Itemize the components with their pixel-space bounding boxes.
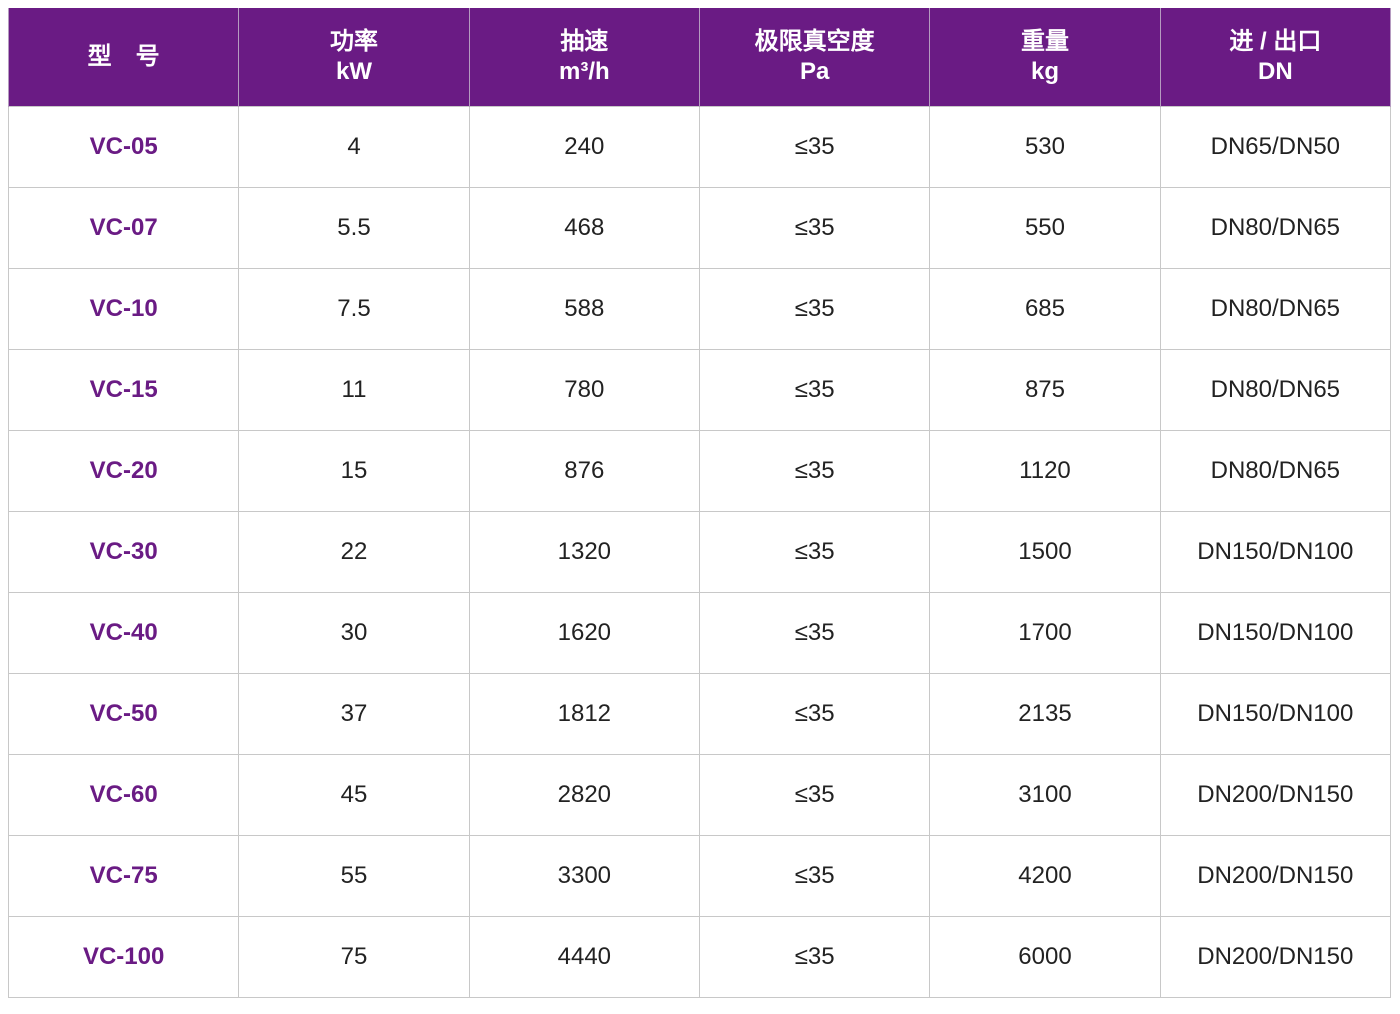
value-cell: ≤35 bbox=[698, 754, 931, 836]
value-cell: 588 bbox=[468, 268, 700, 350]
value-cell: 55 bbox=[238, 835, 470, 917]
value-cell: 876 bbox=[468, 430, 700, 512]
value-cell: 3300 bbox=[468, 835, 700, 917]
model-cell: VC-07 bbox=[7, 187, 240, 269]
header-cell: 重量 kg bbox=[929, 8, 1161, 107]
model-cell: VC-50 bbox=[7, 673, 240, 755]
value-cell: 530 bbox=[929, 106, 1161, 188]
value-cell: DN80/DN65 bbox=[1159, 430, 1392, 512]
value-cell: DN80/DN65 bbox=[1159, 187, 1392, 269]
value-cell: 4440 bbox=[468, 916, 700, 998]
value-cell: 875 bbox=[929, 349, 1161, 431]
header-text: m³/h bbox=[558, 58, 610, 85]
value-cell: 75 bbox=[238, 916, 470, 998]
header-cell: 型 号 bbox=[7, 8, 240, 107]
table-row: VC-50 37 1812 ≤35 2135 DN150/DN100 bbox=[7, 673, 1392, 755]
value-cell: 240 bbox=[468, 106, 700, 188]
header-text: 极限真空度 bbox=[754, 28, 875, 55]
value-cell: 1620 bbox=[468, 592, 700, 674]
table-row: VC-60 45 2820 ≤35 3100 DN200/DN150 bbox=[7, 754, 1392, 836]
value-cell: ≤35 bbox=[698, 673, 931, 755]
model-cell: VC-10 bbox=[7, 268, 240, 350]
model-cell: VC-75 bbox=[7, 835, 240, 917]
table-row: VC-15 11 780 ≤35 875 DN80/DN65 bbox=[7, 349, 1392, 431]
value-cell: 550 bbox=[929, 187, 1161, 269]
value-cell: 5.5 bbox=[238, 187, 470, 269]
value-cell: DN80/DN65 bbox=[1159, 268, 1392, 350]
value-cell: 468 bbox=[468, 187, 700, 269]
value-cell: 45 bbox=[238, 754, 470, 836]
table-row: VC-20 15 876 ≤35 1120 DN80/DN65 bbox=[7, 430, 1392, 512]
value-cell: 1320 bbox=[468, 511, 700, 593]
value-cell: ≤35 bbox=[698, 349, 931, 431]
value-cell: ≤35 bbox=[698, 106, 931, 188]
value-cell: ≤35 bbox=[698, 592, 931, 674]
value-cell: 37 bbox=[238, 673, 470, 755]
value-cell: DN200/DN150 bbox=[1159, 754, 1392, 836]
header-text: 型 号 bbox=[87, 43, 160, 70]
value-cell: 685 bbox=[929, 268, 1161, 350]
value-cell: 1120 bbox=[929, 430, 1161, 512]
value-cell: DN150/DN100 bbox=[1159, 673, 1392, 755]
header-text: 抽速 bbox=[560, 28, 609, 55]
value-cell: DN200/DN150 bbox=[1159, 916, 1392, 998]
model-cell: VC-60 bbox=[7, 754, 240, 836]
value-cell: DN80/DN65 bbox=[1159, 349, 1392, 431]
header-cell: 极限真空度 Pa bbox=[698, 8, 931, 107]
value-cell: 22 bbox=[238, 511, 470, 593]
value-cell: 3100 bbox=[929, 754, 1161, 836]
table-row: VC-10 7.5 588 ≤35 685 DN80/DN65 bbox=[7, 268, 1392, 350]
header-text: DN bbox=[1257, 58, 1293, 85]
value-cell: DN150/DN100 bbox=[1159, 592, 1392, 674]
header-text: 功率 bbox=[329, 28, 378, 55]
value-cell: ≤35 bbox=[698, 835, 931, 917]
value-cell: 2820 bbox=[468, 754, 700, 836]
value-cell: 30 bbox=[238, 592, 470, 674]
table-row: VC-30 22 1320 ≤35 1500 DN150/DN100 bbox=[7, 511, 1392, 593]
value-cell: 2135 bbox=[929, 673, 1161, 755]
header-text: kg bbox=[1030, 58, 1059, 85]
value-cell: DN150/DN100 bbox=[1159, 511, 1392, 593]
value-cell: 780 bbox=[468, 349, 700, 431]
table-row: VC-100 75 4440 ≤35 6000 DN200/DN150 bbox=[7, 916, 1392, 998]
header-text: 重量 bbox=[1020, 28, 1069, 55]
value-cell: 4200 bbox=[929, 835, 1161, 917]
value-cell: 1500 bbox=[929, 511, 1161, 593]
value-cell: ≤35 bbox=[698, 511, 931, 593]
header-text: 进 / 出口 bbox=[1229, 28, 1322, 55]
value-cell: 6000 bbox=[929, 916, 1161, 998]
value-cell: 7.5 bbox=[238, 268, 470, 350]
table-row: VC-07 5.5 468 ≤35 550 DN80/DN65 bbox=[7, 187, 1392, 269]
value-cell: 11 bbox=[238, 349, 470, 431]
value-cell: ≤35 bbox=[698, 430, 931, 512]
value-cell: 1812 bbox=[468, 673, 700, 755]
header-text: kW bbox=[335, 58, 372, 85]
value-cell: DN65/DN50 bbox=[1159, 106, 1392, 188]
header-cell: 抽速 m³/h bbox=[468, 8, 700, 107]
value-cell: 1700 bbox=[929, 592, 1161, 674]
header-text: Pa bbox=[799, 58, 830, 85]
spec-table: 型 号功率 kW 抽速 m³/h 极限真空度 Pa 重量 kg 进 / 出口 DN VC-05 4 2… bbox=[7, 8, 1392, 998]
model-cell: VC-40 bbox=[7, 592, 240, 674]
header-row: 型 号 功率 kW 抽速 m³/h 极限真空度 Pa 重量 kg 进 / 出口 DN bbox=[7, 8, 1392, 107]
header-cell: 进 / 出口 DN bbox=[1159, 8, 1392, 107]
table-body: VC-05 4 240 ≤35 530 DN65/DN50 VC-07 5.5 468 ≤35 55… bbox=[7, 106, 1392, 998]
value-cell: ≤35 bbox=[698, 268, 931, 350]
value-cell: ≤35 bbox=[698, 916, 931, 998]
value-cell: DN200/DN150 bbox=[1159, 835, 1392, 917]
model-cell: VC-15 bbox=[7, 349, 240, 431]
table-row: VC-40 30 1620 ≤35 1700 DN150/DN100 bbox=[7, 592, 1392, 674]
model-cell: VC-20 bbox=[7, 430, 240, 512]
table-row: VC-05 4 240 ≤35 530 DN65/DN50 bbox=[7, 106, 1392, 188]
model-cell: VC-30 bbox=[7, 511, 240, 593]
model-cell: VC-05 bbox=[7, 106, 240, 188]
value-cell: ≤35 bbox=[698, 187, 931, 269]
value-cell: 15 bbox=[238, 430, 470, 512]
value-cell: 4 bbox=[238, 106, 470, 188]
model-cell: VC-100 bbox=[7, 916, 240, 998]
table-row: VC-75 55 3300 ≤35 4200 DN200/DN150 bbox=[7, 835, 1392, 917]
header-cell: 功率 kW bbox=[238, 8, 470, 107]
